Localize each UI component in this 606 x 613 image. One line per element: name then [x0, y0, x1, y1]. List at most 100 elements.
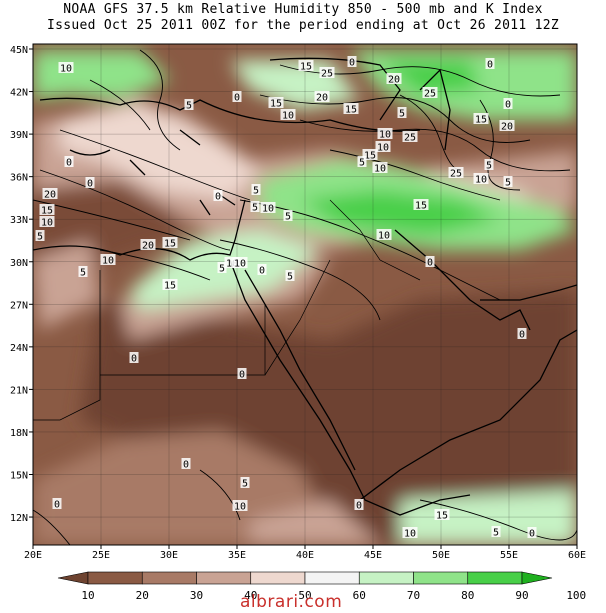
contour-value-label: 5 [240, 477, 250, 490]
svg-text:10: 10 [41, 218, 53, 229]
svg-text:0: 0 [66, 158, 72, 169]
tan-zone-sudan [250, 500, 380, 545]
colorbar-label: 90 [515, 589, 528, 602]
contour-value-label: 10 [232, 257, 248, 270]
contour-value-label: 10 [280, 109, 296, 122]
contour-value-label: 5 [251, 184, 261, 197]
contour-value-label: 0 [425, 256, 435, 269]
contour-value-label: 0 [85, 177, 95, 190]
contour-value-label: 5 [184, 99, 194, 112]
contour-value-label: 5 [35, 230, 45, 243]
lat-label: 39N [10, 130, 28, 141]
contour-value-label: 15 [298, 60, 314, 73]
lat-label: 21N [10, 385, 28, 396]
contour-value-label: 10 [376, 229, 392, 242]
svg-text:0: 0 [427, 258, 433, 269]
svg-text:25: 25 [404, 133, 416, 144]
watermark-credit: albrari.com [240, 592, 343, 612]
svg-text:10: 10 [102, 256, 114, 267]
svg-text:5: 5 [252, 203, 258, 214]
svg-text:0: 0 [234, 93, 240, 104]
svg-text:0: 0 [356, 501, 362, 512]
svg-text:25: 25 [424, 89, 436, 100]
contour-value-label: 0 [52, 498, 62, 511]
contour-value-label: 10 [377, 128, 393, 141]
contour-value-label: 5 [491, 526, 501, 539]
svg-text:15: 15 [164, 239, 176, 250]
svg-text:0: 0 [529, 529, 535, 540]
contour-value-label: 0 [503, 98, 513, 111]
lat-label: 27N [10, 300, 28, 311]
lon-label: 35E [228, 550, 246, 561]
lat-label: 45N [10, 45, 28, 56]
svg-text:10: 10 [378, 231, 390, 242]
k-index-contours [33, 49, 577, 545]
colorbar-label: 40 [244, 589, 257, 602]
lon-label: 30E [160, 550, 178, 561]
lat-label: 36N [10, 173, 28, 184]
contour-value-label: 20 [386, 73, 402, 86]
contour-value-label: 15 [343, 103, 359, 116]
contour-value-label: 0 [181, 458, 191, 471]
moist-core-caspian [380, 60, 480, 95]
svg-text:15: 15 [345, 105, 357, 116]
svg-text:5: 5 [399, 109, 405, 120]
contour-value-label: 5 [285, 270, 295, 283]
svg-text:10: 10 [282, 111, 294, 122]
tan-band-libya [33, 240, 100, 330]
svg-text:5: 5 [287, 272, 293, 283]
svg-text:15: 15 [415, 201, 427, 212]
contour-value-label: 10 [473, 173, 489, 186]
svg-text:5: 5 [285, 212, 291, 223]
contour-value-label: 0 [347, 56, 357, 69]
svg-text:10: 10 [404, 529, 416, 540]
contour-value-label: 25 [402, 131, 418, 144]
svg-text:25: 25 [321, 69, 333, 80]
svg-text:20: 20 [142, 241, 154, 252]
contour-value-label: 10 [402, 527, 418, 540]
contour-value-label: 0 [64, 156, 74, 169]
tan-zone-south [33, 430, 340, 545]
lon-label: 25E [92, 550, 110, 561]
colorbar-swatch [413, 571, 469, 585]
contour-value-label: 10 [375, 141, 391, 154]
contour-value-label: 0 [232, 91, 242, 104]
svg-text:10: 10 [226, 259, 238, 270]
svg-text:15: 15 [41, 206, 53, 217]
svg-text:10: 10 [60, 64, 72, 75]
contour-value-label: 0 [213, 190, 223, 203]
lon-label: 50E [432, 550, 450, 561]
contour-value-label: 10 [224, 257, 240, 270]
svg-text:5: 5 [486, 161, 492, 172]
colorbar-swatch [87, 571, 143, 585]
lat-label: 30N [10, 258, 28, 269]
contour-value-label: 5 [250, 201, 260, 214]
lat-label: 12N [10, 513, 28, 524]
svg-text:15: 15 [270, 99, 282, 110]
svg-text:10: 10 [379, 130, 391, 141]
svg-text:5: 5 [186, 101, 192, 112]
longitude-axis: 20E 25E 30E 35E 40E 45E 50E 55E 60E [24, 545, 586, 561]
contour-value-label: 0 [517, 328, 527, 341]
svg-text:0: 0 [131, 354, 137, 365]
contour-value-label: 5 [484, 159, 494, 172]
contour-value-label: 10 [58, 62, 74, 75]
lat-label: 42N [10, 88, 28, 99]
svg-text:0: 0 [505, 100, 511, 111]
latitude-axis: 45N 42N 39N 36N 33N 30N 27N 24N 21N 18N 15N 12N [10, 45, 33, 524]
svg-text:0: 0 [259, 266, 265, 277]
svg-text:15: 15 [300, 62, 312, 73]
contour-value-label: 20 [499, 120, 515, 133]
svg-text:15: 15 [164, 281, 176, 292]
contour-value-label: 5 [357, 156, 367, 169]
contour-value-label: 5 [503, 176, 513, 189]
colorbar-label: 10 [81, 589, 94, 602]
svg-text:0: 0 [183, 460, 189, 471]
svg-text:0: 0 [239, 370, 245, 381]
lon-label: 40E [296, 550, 314, 561]
contour-value-label: 15 [473, 113, 489, 126]
svg-text:5: 5 [359, 158, 365, 169]
moist-core-iraq [300, 190, 500, 235]
contour-value-label: 0 [257, 264, 267, 277]
